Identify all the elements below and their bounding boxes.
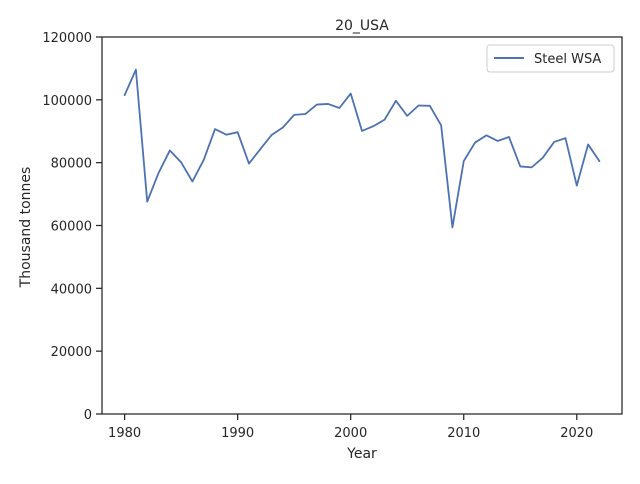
y-tick-label: 0 [84,408,92,423]
y-tick-label: 120000 [42,31,92,46]
y-tick-label: 20000 [51,345,92,360]
series-layer [123,68,601,229]
x-tick-label: 2010 [447,426,480,441]
y-tick-label: 80000 [51,157,92,172]
chart-title: 20_USA [335,18,389,34]
x-tick-label: 1980 [108,426,141,441]
y-tick-label: 60000 [51,220,92,235]
x-tick-label: 1990 [221,426,254,441]
x-axis-label: Year [346,446,377,462]
y-tick-label: 100000 [42,94,92,109]
legend-label-steel-wsa: Steel WSA [534,52,601,67]
series-line-steel-wsa [123,68,601,229]
legend: Steel WSA [486,44,615,73]
x-tick-label: 2020 [560,426,593,441]
legend-box [486,44,615,73]
x-tick-label: 2000 [334,426,367,441]
axes: 1980 1990 2000 2010 2020 0 20000 40000 60000 8000… [42,31,623,441]
y-tick-label: 40000 [51,282,92,297]
y-axis-label: Thousand tonnes [18,167,34,289]
